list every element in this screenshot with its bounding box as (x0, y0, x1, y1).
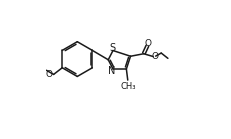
Text: CH₃: CH₃ (120, 82, 136, 91)
Text: S: S (109, 43, 115, 53)
Text: O: O (145, 39, 152, 48)
Text: O: O (46, 70, 52, 79)
Text: O: O (151, 52, 158, 61)
Text: N: N (108, 66, 115, 76)
